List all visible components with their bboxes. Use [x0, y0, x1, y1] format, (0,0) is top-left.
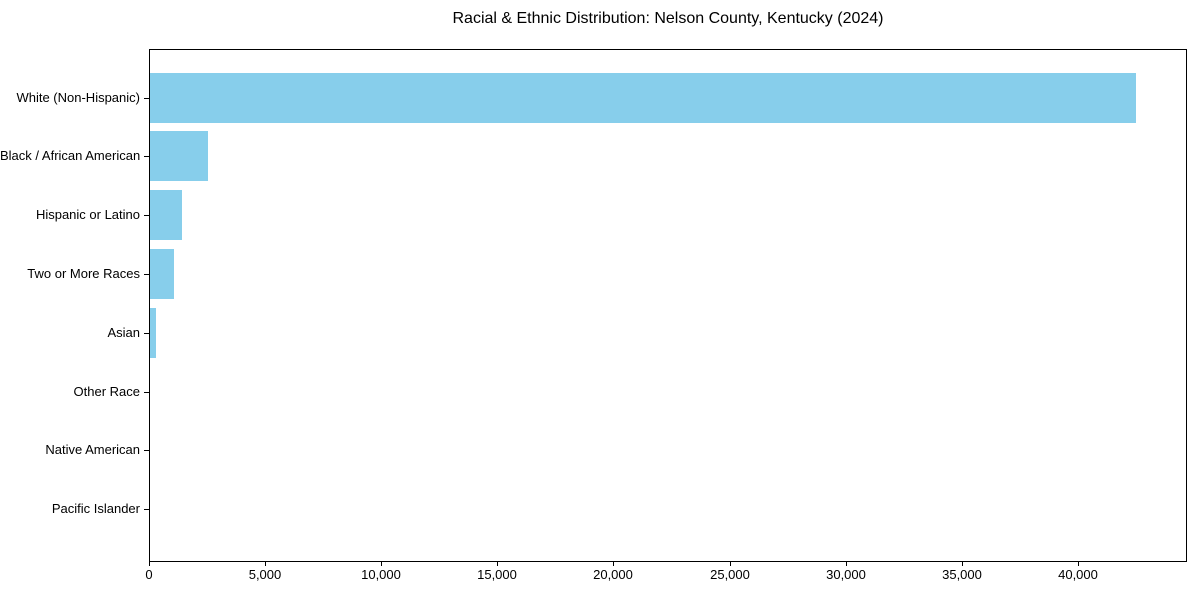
x-tick-mark [846, 562, 847, 566]
x-tick-mark [962, 562, 963, 566]
y-tick-mark [144, 392, 149, 393]
y-tick-mark [144, 215, 149, 216]
x-tick-label: 30,000 [826, 567, 866, 582]
x-tick-mark [613, 562, 614, 566]
x-tick-mark [730, 562, 731, 566]
y-tick-label: Other Race [73, 384, 140, 399]
x-tick-mark [265, 562, 266, 566]
x-tick-label: 10,000 [361, 567, 401, 582]
x-tick-label: 40,000 [1058, 567, 1098, 582]
bar-black-african-american [150, 131, 208, 182]
y-tick-mark [144, 274, 149, 275]
x-tick-label: 25,000 [710, 567, 750, 582]
x-tick-mark [149, 562, 150, 566]
x-tick-mark [1078, 562, 1079, 566]
chart-title: Racial & Ethnic Distribution: Nelson Cou… [452, 10, 884, 27]
bar-two-or-more-races [150, 249, 175, 299]
x-tick-label: 0 [145, 567, 153, 582]
y-tick-label: White (Non-Hispanic) [16, 90, 140, 105]
x-tick-label: 15,000 [477, 567, 517, 582]
y-tick-label: Pacific Islander [51, 501, 140, 516]
y-tick-mark [144, 156, 149, 157]
y-tick-label: Hispanic or Latino [35, 207, 140, 222]
x-tick-label: 5,000 [248, 567, 282, 582]
y-tick-mark [144, 98, 149, 99]
x-tick-mark [381, 562, 382, 566]
y-tick-label: Black / African American [0, 148, 141, 163]
bar-white-non-hispanic [150, 72, 1136, 123]
x-tick-label: 20,000 [593, 567, 633, 582]
y-tick-mark [144, 450, 149, 451]
y-tick-label: Asian [107, 325, 140, 340]
y-tick-label: Native American [45, 442, 140, 457]
y-tick-mark [144, 333, 149, 334]
bar-hispanic-or-latino [150, 190, 183, 241]
x-tick-mark [497, 562, 498, 566]
y-tick-mark [144, 509, 149, 510]
bar-asian [150, 307, 157, 358]
plot-area [149, 49, 1187, 562]
x-tick-label: 35,000 [942, 567, 982, 582]
y-tick-label: Two or More Races [27, 266, 140, 281]
